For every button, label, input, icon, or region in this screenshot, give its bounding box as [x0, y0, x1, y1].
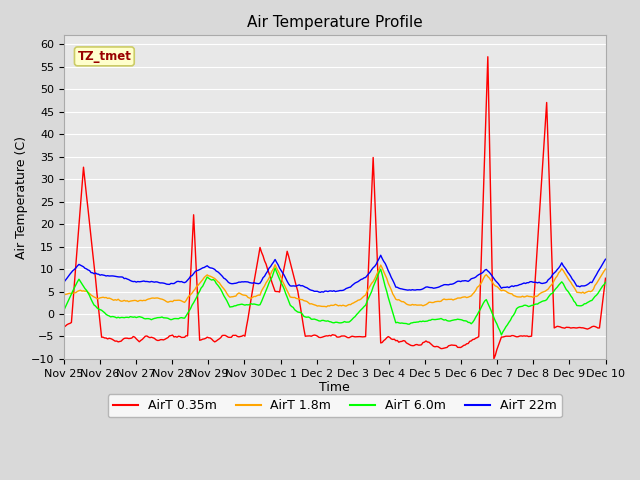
Title: Air Temperature Profile: Air Temperature Profile [247, 15, 422, 30]
AirT 22m [248, 280, 256, 286]
AirT 0.35m [239, 332, 247, 338]
AirT 1.8m [602, 266, 609, 272]
AirT 1.8m [323, 304, 330, 310]
AirT 22m [60, 279, 68, 285]
AirT 0.35m [484, 54, 492, 60]
AirT 0.35m [297, 306, 305, 312]
AirT 0.35m [490, 356, 498, 362]
AirT 6.0m [60, 307, 68, 313]
Text: TZ_tmet: TZ_tmet [77, 50, 131, 63]
Line: AirT 22m: AirT 22m [64, 255, 605, 292]
AirT 1.8m [221, 288, 229, 294]
AirT 22m [317, 289, 324, 295]
Line: AirT 6.0m: AirT 6.0m [64, 268, 605, 335]
AirT 0.35m [602, 276, 609, 281]
AirT 1.8m [239, 292, 247, 298]
AirT 1.8m [127, 298, 134, 304]
X-axis label: Time: Time [319, 382, 350, 395]
AirT 1.8m [60, 292, 68, 298]
AirT 0.35m [575, 325, 582, 331]
AirT 1.8m [298, 297, 306, 302]
AirT 6.0m [221, 295, 229, 301]
AirT 6.0m [239, 302, 247, 308]
Line: AirT 1.8m: AirT 1.8m [64, 265, 605, 307]
AirT 0.35m [127, 336, 134, 341]
AirT 22m [602, 256, 609, 262]
AirT 6.0m [298, 311, 306, 317]
AirT 0.35m [60, 324, 68, 330]
AirT 6.0m [602, 279, 609, 285]
AirT 6.0m [271, 265, 279, 271]
Legend: AirT 0.35m, AirT 1.8m, AirT 6.0m, AirT 22m: AirT 0.35m, AirT 1.8m, AirT 6.0m, AirT 2… [108, 395, 561, 418]
AirT 22m [377, 252, 385, 258]
Y-axis label: Air Temperature (C): Air Temperature (C) [15, 136, 28, 259]
AirT 22m [127, 277, 134, 283]
Line: AirT 0.35m: AirT 0.35m [64, 57, 605, 359]
AirT 1.8m [575, 289, 582, 295]
AirT 22m [297, 283, 305, 288]
AirT 1.8m [271, 262, 279, 268]
AirT 6.0m [497, 332, 505, 338]
AirT 1.8m [248, 295, 256, 300]
AirT 0.35m [248, 288, 256, 294]
AirT 22m [221, 276, 229, 282]
AirT 0.35m [221, 333, 229, 338]
AirT 6.0m [248, 301, 256, 307]
AirT 6.0m [127, 314, 134, 320]
AirT 22m [575, 283, 582, 289]
AirT 22m [239, 279, 247, 285]
AirT 6.0m [575, 303, 582, 309]
